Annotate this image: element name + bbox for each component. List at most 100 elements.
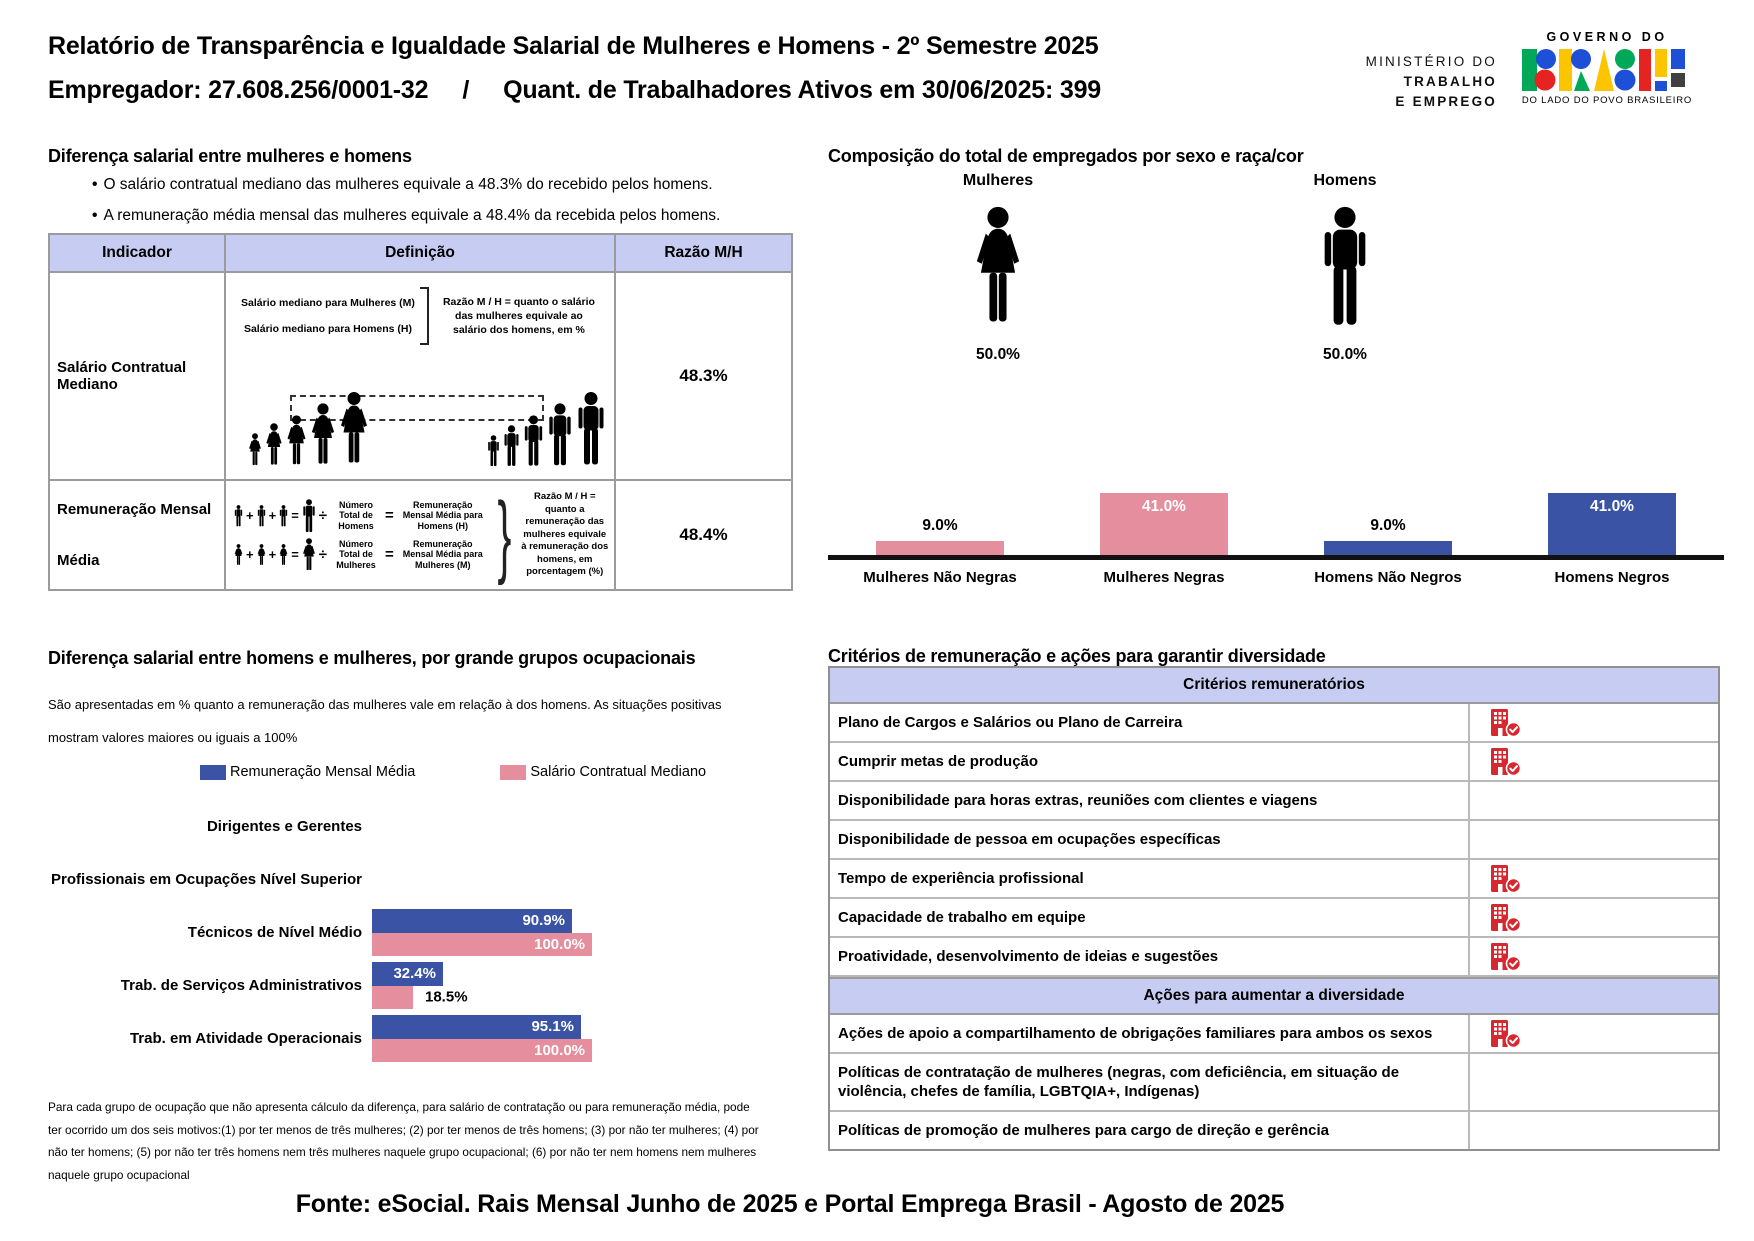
- building-check-icon: [1491, 864, 1522, 893]
- men-figures-group: [487, 391, 606, 467]
- occupation-bar: 95.1%: [372, 1015, 581, 1039]
- table-row: Remuneração Mensal Média + + =: [48, 479, 793, 591]
- criteria-check-cell: [1470, 782, 1718, 819]
- mean-remuneration-infographic: + + = ÷ Número Total de Homens = Remuner…: [226, 481, 614, 589]
- composition-bars-area: 9.0% 41.0% 9.0% 41.0%: [828, 408, 1724, 560]
- woman-icon: [310, 403, 336, 467]
- occupation-bar-line: 32.4%: [372, 962, 758, 986]
- man-icon-large: [1324, 206, 1366, 325]
- subtitle-separator: /: [462, 76, 470, 104]
- bar-category-label: Mulheres Negras: [1103, 569, 1225, 586]
- criteria-check-cell: [1470, 860, 1718, 897]
- ministry-line-2: TRABALHO: [1403, 74, 1497, 89]
- criteria-label: Plano de Cargos e Salários ou Plano de C…: [830, 704, 1470, 741]
- woman-median-icon: [286, 415, 307, 467]
- occupational-heading: Diferença salarial entre homens e mulher…: [48, 648, 696, 668]
- composition-category-labels: Mulheres Não Negras Mulheres Negras Homens…: [828, 560, 1724, 586]
- salary-indicators-table: Indicador Definição Razão M/H Salário Co…: [48, 233, 793, 591]
- woman-icon: [265, 423, 283, 467]
- criteria-label: Proatividade, desenvolvimento de ideias …: [830, 938, 1470, 975]
- building-check-icon: [1491, 747, 1522, 776]
- woman-icon: [339, 391, 369, 467]
- woman-icon: [248, 433, 262, 467]
- ministry-line-3: E EMPREGO: [1395, 94, 1497, 109]
- col-header-definicao: Definição: [224, 233, 616, 273]
- ministry-logo: MINISTÉRIO DO TRABALHO E EMPREGO: [1366, 52, 1497, 112]
- bar-category-label: Homens Negros: [1554, 569, 1670, 586]
- ratio-value: 48.4%: [614, 479, 793, 591]
- building-check-icon: [1491, 903, 1522, 932]
- ratio-value: 48.3%: [614, 271, 793, 481]
- occupation-bars: 90.9% 100.0%: [372, 909, 758, 956]
- man-icon: [234, 505, 243, 527]
- woman-icon-large: [302, 538, 316, 572]
- legend-item-contratual-mediano: Salário Contratual Mediano: [500, 764, 706, 780]
- table-row: Plano de Cargos e Salários ou Plano de C…: [830, 704, 1718, 743]
- man-median-icon: [523, 415, 544, 467]
- composition-bar-slot: 41.0%: [1052, 408, 1276, 555]
- page-subtitle: Empregador: 27.608.256/0001-32 / Quant. de…: [48, 76, 1101, 105]
- brace-shape: }: [497, 483, 512, 586]
- table-row: Políticas de promoção de mulheres para c…: [830, 1112, 1718, 1149]
- table-row: Disponibilidade de pessoa em ocupações e…: [830, 821, 1718, 860]
- criteria-check-cell: [1470, 899, 1718, 936]
- table-row: Ações de apoio a compartilhamento de obr…: [830, 1015, 1718, 1054]
- ratio-definition-note: Razão M / H = quanto o salário das mulhe…: [442, 296, 595, 336]
- active-workers-count: Quant. de Trabalhadores Ativos em 30/06/…: [503, 76, 1101, 104]
- women-share-block: Mulheres 50.0%: [888, 172, 1108, 364]
- men-equation-row: + + = ÷ Número Total de Homens = Remuner…: [234, 499, 489, 533]
- occupation-bar-line: 95.1%: [372, 1015, 758, 1039]
- legend-swatch-pink: [500, 764, 527, 780]
- criteria-check-cell: [1470, 938, 1718, 975]
- gov-logo-bottom-text: DO LADO DO POVO BRASILEIRO: [1521, 95, 1693, 106]
- man-icon-large: [302, 499, 316, 533]
- women-equation-row: + + = ÷ Número Total de Mulheres = Remun…: [234, 538, 489, 572]
- occupation-bar: 32.4%: [372, 962, 443, 986]
- criteria-label: Ações de apoio a compartilhamento de obr…: [830, 1015, 1470, 1052]
- occupation-category-label: Trab. em Atividade Operacionais: [129, 1030, 362, 1047]
- bullet-item: • A remuneração média mensal das mulheres…: [92, 207, 721, 224]
- bracket-shape: [419, 287, 429, 345]
- woman-icon: [279, 544, 288, 566]
- salary-gap-bullets: • O salário contratual mediano das mulher…: [92, 176, 720, 238]
- composition-bar: [876, 541, 1004, 555]
- criteria-section-header: Critérios remuneratórios: [830, 668, 1718, 704]
- occupation-bar: [372, 985, 413, 1009]
- man-icon: [576, 391, 606, 467]
- women-total-label: Número Total de Mulheres: [336, 538, 376, 570]
- bar-value-label: 100.0%: [534, 935, 585, 953]
- employer-id: Empregador: 27.608.256/0001-32: [48, 76, 429, 104]
- col-header-indicador: Indicador: [48, 233, 226, 273]
- occupation-category-label: Trab. de Serviços Administrativos: [120, 977, 362, 994]
- table-row: Políticas de contratação de mulheres (ne…: [830, 1054, 1718, 1112]
- occupation-bar-line: 100.0%: [372, 1038, 758, 1062]
- criteria-label: Políticas de promoção de mulheres para c…: [830, 1112, 1470, 1149]
- criteria-label: Cumprir metas de produção: [830, 743, 1470, 780]
- woman-icon: [257, 544, 266, 566]
- man-icon: [279, 505, 288, 527]
- composition-heading: Composição do total de empregados por se…: [828, 146, 1304, 166]
- bar-value-label: 41.0%: [1590, 498, 1634, 515]
- occupational-chart-row: Trab. em Atividade Operacionais 95.1% 100.…: [48, 1012, 758, 1065]
- criteria-label: Disponibilidade de pessoa em ocupações e…: [830, 821, 1470, 858]
- building-check-icon: [1491, 942, 1522, 971]
- criteria-check-cell: [1470, 1015, 1718, 1052]
- man-icon: [547, 403, 573, 467]
- criteria-check-cell: [1470, 1112, 1718, 1149]
- women-label: Mulheres: [962, 172, 1034, 189]
- occupational-bar-chart: Dirigentes e Gerentes Profissionais em Oc…: [48, 800, 758, 1065]
- def-line-women: Salário mediano para Mulheres (M): [241, 297, 415, 309]
- occupational-chart-row: Técnicos de Nível Médio 90.9% 100.0%: [48, 906, 758, 959]
- occupation-bars: 95.1% 100.0%: [372, 1015, 758, 1062]
- criteria-label: Tempo de experiência profissional: [830, 860, 1470, 897]
- bar-value-label: 100.0%: [534, 1041, 585, 1059]
- table-header-row: Indicador Definição Razão M/H: [48, 233, 793, 273]
- indicator-name: Salário Contratual Mediano: [48, 271, 226, 481]
- bar-category-label: Homens Não Negros: [1314, 569, 1462, 586]
- gov-logo-top-text: GOVERNO DO: [1546, 30, 1668, 44]
- table-row: Disponibilidade para horas extras, reuni…: [830, 782, 1718, 821]
- occupation-bars: 32.4% 18.5%: [372, 962, 758, 1009]
- chart-legend: Remuneração Mensal Média Salário Contrat…: [200, 764, 706, 780]
- criteria-check-cell: [1470, 704, 1718, 741]
- table-row: Capacidade de trabalho em equipe: [830, 899, 1718, 938]
